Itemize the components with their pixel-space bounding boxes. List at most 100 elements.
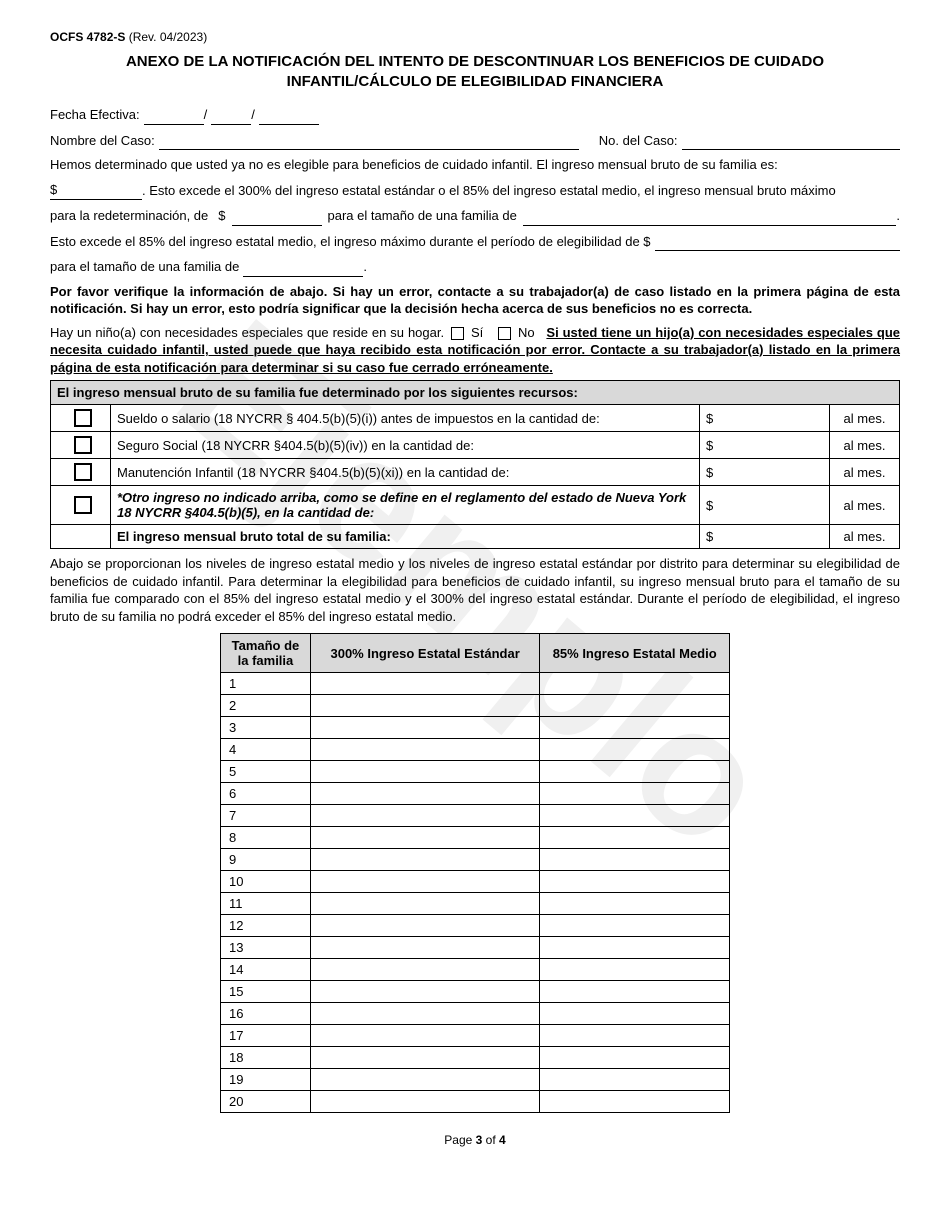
size-row-85pct[interactable] xyxy=(540,1091,730,1113)
income-row-checkbox-cell xyxy=(51,459,111,486)
income-row-unit: al mes. xyxy=(830,486,900,525)
dollar-sign-2: $ xyxy=(218,206,225,226)
field-ingreso-bruto[interactable] xyxy=(62,184,142,200)
field-exceeds-85-amount[interactable] xyxy=(655,235,900,251)
size-row-85pct[interactable] xyxy=(540,959,730,981)
size-row-300pct[interactable] xyxy=(310,805,539,827)
label-para-tamano: para el tamaño de una familia de xyxy=(328,206,517,226)
slash-1: / xyxy=(204,105,208,125)
field-redeterm-amount[interactable] xyxy=(232,210,322,226)
size-row-number: 16 xyxy=(221,1003,311,1025)
size-row-number: 12 xyxy=(221,915,311,937)
size-row-85pct[interactable] xyxy=(540,805,730,827)
label-si: Sí xyxy=(471,325,483,340)
size-row-number: 10 xyxy=(221,871,311,893)
size-row-300pct[interactable] xyxy=(310,871,539,893)
size-row-85pct[interactable] xyxy=(540,849,730,871)
size-row-300pct[interactable] xyxy=(310,893,539,915)
income-row-unit: al mes. xyxy=(830,405,900,432)
size-row-number: 18 xyxy=(221,1047,311,1069)
size-row-85pct[interactable] xyxy=(540,673,730,695)
size-row-300pct[interactable] xyxy=(310,783,539,805)
income-total-empty xyxy=(51,525,111,549)
size-row-85pct[interactable] xyxy=(540,981,730,1003)
income-table: El ingreso mensual bruto de su familia f… xyxy=(50,380,900,549)
size-row-number: 17 xyxy=(221,1025,311,1047)
size-row-85pct[interactable] xyxy=(540,739,730,761)
size-row-85pct[interactable] xyxy=(540,695,730,717)
income-row-amount-cell: $ xyxy=(700,459,830,486)
size-row-85pct[interactable] xyxy=(540,871,730,893)
size-row-85pct[interactable] xyxy=(540,783,730,805)
size-row-85pct[interactable] xyxy=(540,1025,730,1047)
size-row-300pct[interactable] xyxy=(310,1091,539,1113)
form-id: OCFS 4782-S (Rev. 04/2023) xyxy=(50,30,900,44)
size-row-number: 13 xyxy=(221,937,311,959)
income-row-checkbox[interactable] xyxy=(74,409,92,427)
size-row-300pct[interactable] xyxy=(310,915,539,937)
size-row-85pct[interactable] xyxy=(540,717,730,739)
income-row-checkbox[interactable] xyxy=(74,463,92,481)
income-row-desc: *Otro ingreso no indicado arriba, como s… xyxy=(111,486,700,525)
dollar-sign-1: $ xyxy=(50,180,62,201)
size-row-number: 7 xyxy=(221,805,311,827)
size-row-300pct[interactable] xyxy=(310,739,539,761)
size-row-85pct[interactable] xyxy=(540,761,730,783)
field-fecha-mm[interactable] xyxy=(144,109,204,125)
size-row-number: 4 xyxy=(221,739,311,761)
income-row-checkbox[interactable] xyxy=(74,496,92,514)
page-footer: Page 3 of 4 xyxy=(50,1133,900,1147)
size-row-300pct[interactable] xyxy=(310,1025,539,1047)
dollar-sign: $ xyxy=(706,498,713,513)
checkbox-si[interactable] xyxy=(451,327,464,340)
size-row-300pct[interactable] xyxy=(310,761,539,783)
period-1: . xyxy=(896,206,900,226)
page-title: ANEXO DE LA NOTIFICACIÓN DEL INTENTO DE … xyxy=(50,52,900,91)
label-fecha-efectiva: Fecha Efectiva: xyxy=(50,105,140,125)
field-nombre-caso[interactable] xyxy=(159,134,579,150)
dollar-sign: $ xyxy=(706,465,713,480)
verify-paragraph: Por favor verifique la información de ab… xyxy=(50,283,900,318)
label-para-tamano2: para el tamaño de una familia de xyxy=(50,257,239,277)
income-row-checkbox[interactable] xyxy=(74,436,92,454)
size-col1-header: Tamaño de la familia xyxy=(221,634,311,673)
size-row-85pct[interactable] xyxy=(540,893,730,915)
size-row-85pct[interactable] xyxy=(540,1003,730,1025)
size-row-300pct[interactable] xyxy=(310,981,539,1003)
size-row-300pct[interactable] xyxy=(310,959,539,981)
size-row-300pct[interactable] xyxy=(310,1003,539,1025)
size-row-85pct[interactable] xyxy=(540,937,730,959)
size-row-300pct[interactable] xyxy=(310,1069,539,1091)
size-row-85pct[interactable] xyxy=(540,1047,730,1069)
field-tamano-familia-1[interactable] xyxy=(523,210,897,226)
size-row-85pct[interactable] xyxy=(540,827,730,849)
footer-page-of: of xyxy=(482,1133,499,1147)
income-row-amount-cell: $ xyxy=(700,486,830,525)
field-fecha-yyyy[interactable] xyxy=(259,109,319,125)
size-row-300pct[interactable] xyxy=(310,695,539,717)
size-row-number: 20 xyxy=(221,1091,311,1113)
size-row-85pct[interactable] xyxy=(540,915,730,937)
below-paragraph: Abajo se proporcionan los niveles de ing… xyxy=(50,555,900,625)
size-row-300pct[interactable] xyxy=(310,1047,539,1069)
footer-page-pre: Page xyxy=(444,1133,475,1147)
size-row-300pct[interactable] xyxy=(310,827,539,849)
field-no-caso[interactable] xyxy=(682,134,900,150)
dollar-sign: $ xyxy=(706,438,713,453)
size-row-300pct[interactable] xyxy=(310,849,539,871)
size-row-300pct[interactable] xyxy=(310,717,539,739)
special-needs-pre: Hay un niño(a) con necesidades especiale… xyxy=(50,325,444,340)
field-tamano-familia-2[interactable] xyxy=(243,261,363,277)
field-fecha-dd[interactable] xyxy=(211,109,251,125)
checkbox-no[interactable] xyxy=(498,327,511,340)
slash-2: / xyxy=(251,105,255,125)
title-line2: INFANTIL/CÁLCULO DE ELEGIBILIDAD FINANCI… xyxy=(287,73,664,90)
size-row-85pct[interactable] xyxy=(540,1069,730,1091)
income-row-amount-cell: $ xyxy=(700,405,830,432)
size-row-number: 3 xyxy=(221,717,311,739)
intro-paragraph: Hemos determinado que usted ya no es ele… xyxy=(50,156,900,174)
income-row-checkbox-cell xyxy=(51,486,111,525)
income-row-checkbox-cell xyxy=(51,405,111,432)
size-row-300pct[interactable] xyxy=(310,937,539,959)
size-row-300pct[interactable] xyxy=(310,673,539,695)
